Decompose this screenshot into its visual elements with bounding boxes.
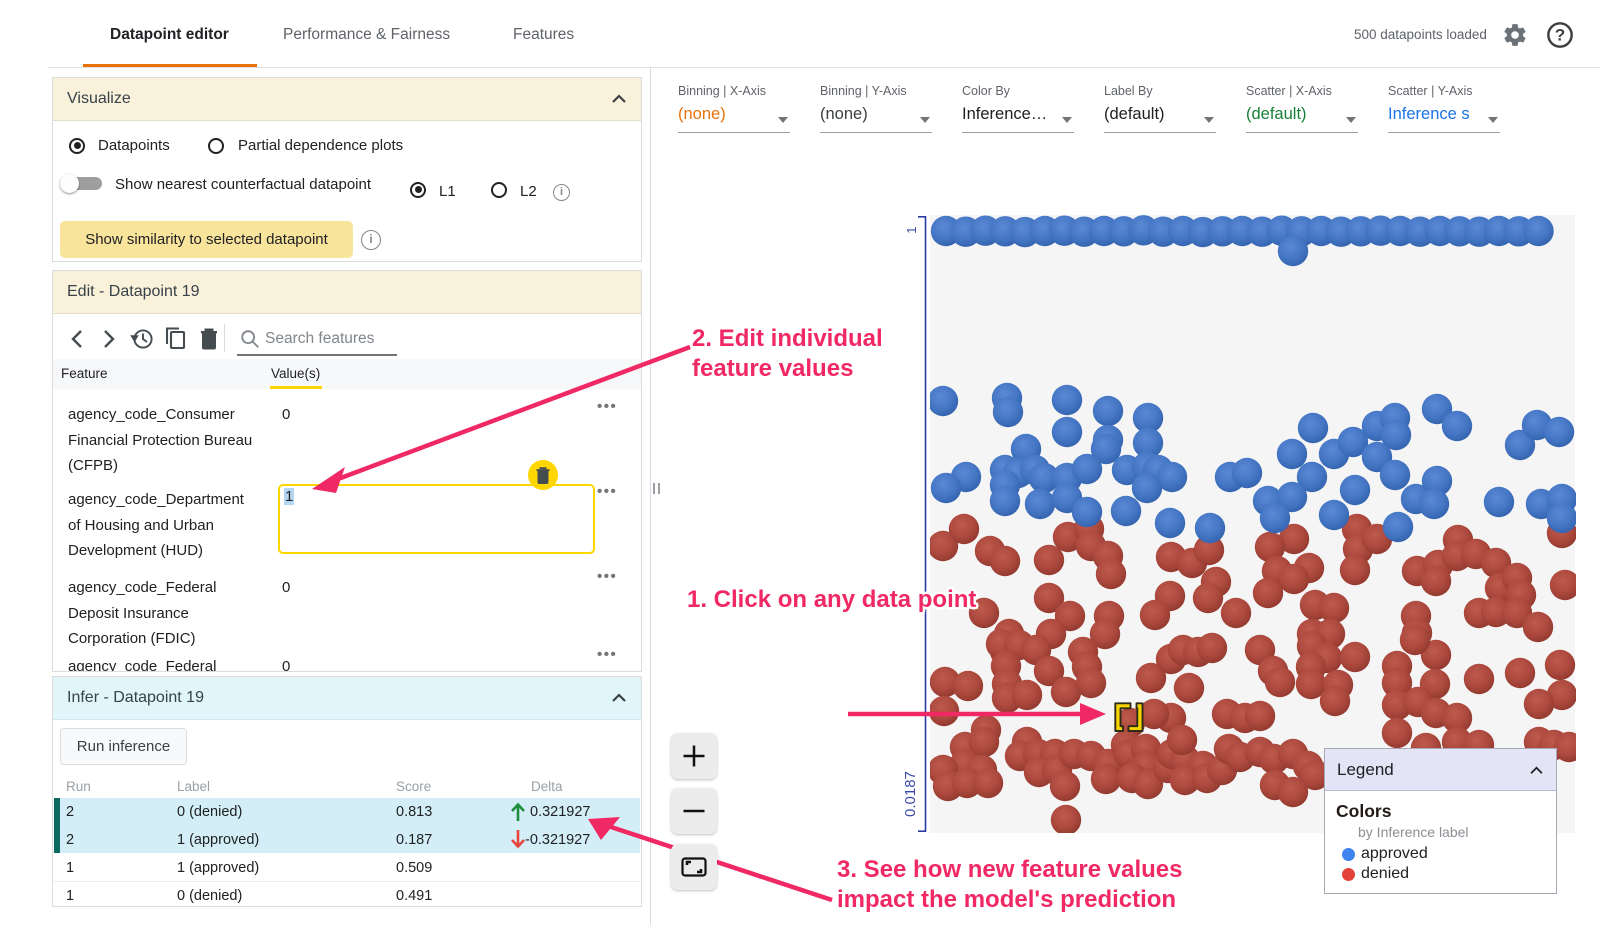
svg-text:?: ? bbox=[1555, 25, 1565, 44]
svg-text:0.0187: 0.0187 bbox=[902, 771, 919, 817]
svg-text:1: 1 bbox=[904, 227, 919, 234]
